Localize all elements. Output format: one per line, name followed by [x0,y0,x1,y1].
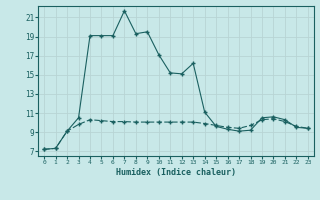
X-axis label: Humidex (Indice chaleur): Humidex (Indice chaleur) [116,168,236,177]
